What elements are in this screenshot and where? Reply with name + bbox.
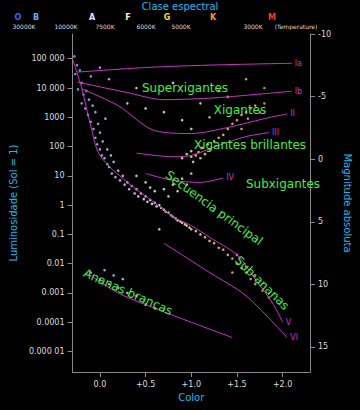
svg-text:Ib: Ib: [295, 87, 302, 96]
svg-text:5: 5: [318, 217, 323, 226]
svg-text:0.1: 0.1: [52, 230, 65, 239]
svg-text:1: 1: [59, 201, 64, 210]
svg-text:Clase espectral: Clase espectral: [142, 1, 219, 12]
svg-text:B: B: [33, 13, 39, 22]
svg-text:Luminosidade (Sol = 1): Luminosidade (Sol = 1): [8, 144, 19, 261]
svg-text:Superxigantes: Superxigantes: [142, 81, 228, 95]
svg-text:(Temperature): (Temperature): [275, 23, 318, 31]
svg-text:0.000 01: 0.000 01: [29, 347, 65, 356]
svg-text:0.0001: 0.0001: [37, 318, 65, 327]
svg-text:10: 10: [318, 280, 328, 289]
svg-text:Sub-ananas: Sub-ananas: [232, 253, 292, 313]
svg-text:Xigantes: Xigantes: [214, 103, 266, 117]
svg-text:3000K: 3000K: [243, 23, 263, 30]
svg-text:0: 0: [318, 155, 323, 164]
svg-text:Ananas brancas: Ananas brancas: [81, 266, 174, 318]
svg-text:F: F: [125, 13, 130, 22]
svg-text:6000K: 6000K: [136, 23, 156, 30]
svg-text:Magnitude absoluta: Magnitude absoluta: [342, 153, 353, 252]
svg-text:10000K: 10000K: [54, 23, 78, 30]
svg-text:III: III: [272, 128, 279, 137]
svg-text:+2.0: +2.0: [273, 380, 292, 389]
svg-text:M: M: [268, 13, 276, 22]
svg-text:VI: VI: [290, 333, 298, 342]
svg-text:V: V: [286, 318, 292, 327]
svg-text:0.01: 0.01: [47, 259, 65, 268]
svg-text:7500K: 7500K: [95, 23, 115, 30]
svg-text:10 000: 10 000: [37, 84, 65, 93]
svg-text:Secuencia principal: Secuencia principal: [163, 168, 266, 248]
svg-text:A: A: [89, 13, 96, 22]
svg-text:0.001: 0.001: [42, 288, 65, 297]
svg-text:G: G: [164, 13, 171, 22]
svg-text:K: K: [210, 13, 217, 22]
svg-text:0.0: 0.0: [94, 380, 107, 389]
svg-text:O: O: [15, 13, 22, 22]
svg-text:+1.0: +1.0: [182, 380, 201, 389]
svg-text:30000K: 30000K: [12, 23, 36, 30]
svg-text:IV: IV: [226, 173, 234, 182]
svg-text:15: 15: [318, 342, 328, 351]
svg-text:+0.5: +0.5: [136, 380, 155, 389]
svg-text:+1.5: +1.5: [227, 380, 246, 389]
svg-text:100 000: 100 000: [31, 54, 64, 63]
svg-text:5000K: 5000K: [171, 23, 191, 30]
svg-text:1000: 1000: [44, 113, 64, 122]
svg-text:Color: Color: [178, 392, 205, 403]
svg-text:Ia: Ia: [295, 59, 302, 68]
svg-text:Subxigantes: Subxigantes: [246, 177, 320, 191]
svg-text:100: 100: [49, 142, 64, 151]
svg-text:Xigantes brillantes: Xigantes brillantes: [194, 138, 306, 152]
svg-text:II: II: [290, 109, 295, 118]
svg-text:-10: -10: [318, 30, 331, 39]
svg-text:-5: -5: [318, 92, 326, 101]
svg-text:10: 10: [54, 171, 64, 180]
